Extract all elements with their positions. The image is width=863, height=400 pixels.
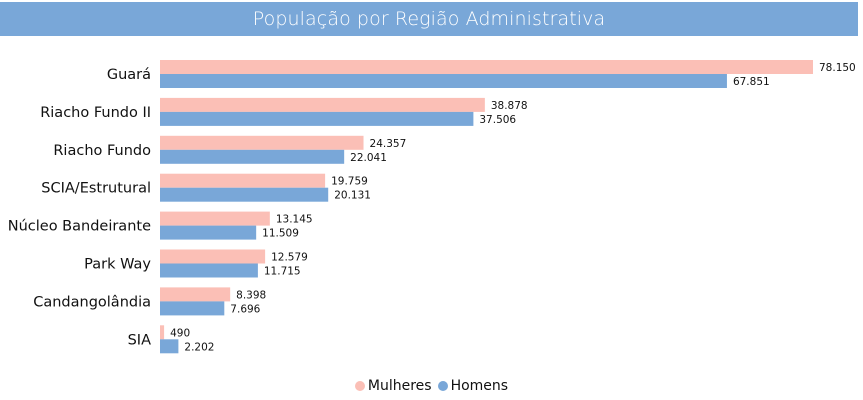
- bar-homens[interactable]: [160, 149, 345, 164]
- category-label: Park Way: [84, 257, 151, 273]
- legend-label-homens: Homens: [450, 378, 509, 394]
- bar-mulheres[interactable]: [160, 135, 364, 150]
- category-label: SIA: [128, 332, 151, 348]
- category-label: Riacho Fundo II: [40, 105, 151, 121]
- bar-mulheres[interactable]: [160, 97, 485, 112]
- bar-mulheres[interactable]: [160, 60, 813, 74]
- bar-mulheres[interactable]: [160, 173, 326, 188]
- data-label-homens: 11.715: [264, 266, 301, 278]
- data-label-homens: 67.851: [733, 76, 770, 88]
- data-label-homens: 2.202: [184, 341, 214, 353]
- legend: Mulheres Homens: [0, 378, 863, 394]
- data-label-homens: 37.506: [479, 114, 516, 126]
- chart-title-bar: População por Região Administrativa: [0, 2, 858, 36]
- data-label-homens: 20.131: [334, 190, 371, 202]
- data-label-mulheres: 19.759: [331, 176, 368, 188]
- legend-label-mulheres: Mulheres: [367, 378, 432, 394]
- bar-homens[interactable]: [160, 301, 225, 316]
- data-label-mulheres: 78.150: [819, 62, 856, 74]
- bar-mulheres[interactable]: [160, 287, 231, 302]
- category-label: SCIA/Estrutural: [41, 181, 151, 197]
- data-label-mulheres: 12.579: [271, 252, 308, 264]
- bar-homens[interactable]: [160, 74, 727, 88]
- data-label-homens: 22.041: [350, 152, 387, 164]
- data-label-mulheres: 24.357: [370, 138, 407, 150]
- data-label-mulheres: 38.878: [491, 100, 528, 112]
- bar-homens[interactable]: [160, 339, 179, 354]
- chart-title: População por Região Administrativa: [252, 8, 606, 30]
- data-label-mulheres: 13.145: [276, 214, 313, 226]
- bar-mulheres[interactable]: [160, 325, 165, 340]
- category-label: Riacho Fundo: [53, 143, 151, 159]
- legend-item-homens[interactable]: Homens: [437, 378, 509, 394]
- bar-homens[interactable]: [160, 225, 257, 240]
- bar-homens[interactable]: [160, 187, 329, 202]
- data-label-mulheres: 8.398: [236, 289, 266, 301]
- legend-marker-mulheres: [354, 381, 365, 391]
- bar-mulheres[interactable]: [160, 211, 270, 226]
- legend-marker-homens: [437, 381, 448, 391]
- data-label-homens: 7.696: [230, 303, 260, 315]
- bar-mulheres[interactable]: [160, 249, 266, 264]
- category-label: Candangolândia: [33, 294, 151, 310]
- data-label-homens: 11.509: [262, 228, 299, 240]
- bar-homens[interactable]: [160, 111, 474, 126]
- category-label: Guará: [107, 67, 151, 83]
- legend-item-mulheres[interactable]: Mulheres: [354, 378, 432, 394]
- category-label: Núcleo Bandeirante: [8, 219, 151, 235]
- data-label-mulheres: 490: [170, 327, 190, 339]
- bar-homens[interactable]: [160, 263, 258, 278]
